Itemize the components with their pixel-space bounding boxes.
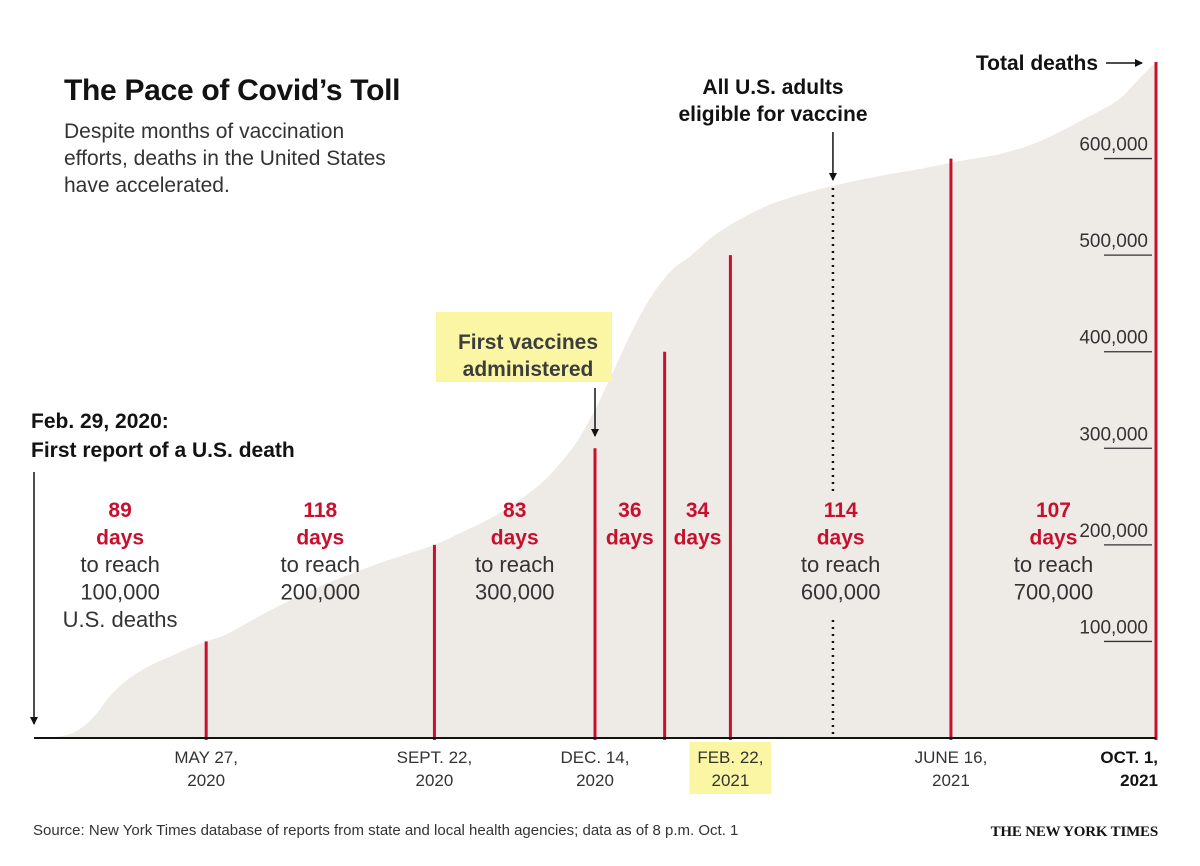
interval-desc-label: 100,000	[80, 580, 160, 605]
x-tick-label: FEB. 22,	[697, 748, 763, 767]
x-tick-label: 2020	[416, 771, 454, 790]
y-tick-label: 200,000	[1079, 521, 1148, 542]
interval-days-label: days	[491, 527, 539, 550]
y-tick-label: 400,000	[1079, 328, 1148, 349]
first-death-annotation: First report of a U.S. death	[31, 439, 295, 462]
y-tick-label: 100,000	[1079, 617, 1148, 638]
x-tick-label: 2020	[576, 771, 614, 790]
x-tick-label: 2021	[932, 771, 970, 790]
date-highlight	[689, 742, 772, 794]
x-tick-label: 2021	[711, 771, 749, 790]
first-vaccines-highlight	[436, 312, 612, 382]
adults-eligible-annotation: eligible for vaccine	[678, 103, 867, 126]
x-tick-label: SEPT. 22,	[397, 748, 473, 767]
interval-desc-label: to reach	[475, 552, 555, 577]
interval-days-label: 107	[1036, 499, 1071, 522]
x-tick-label: 2021	[1120, 771, 1158, 790]
interval-desc-label: U.S. deaths	[63, 607, 178, 632]
x-tick-label: DEC. 14,	[561, 748, 630, 767]
x-tick-label: MAY 27,	[174, 748, 238, 767]
interval-desc-label: to reach	[801, 552, 881, 577]
deaths-area	[34, 62, 1156, 738]
chart-title: The Pace of Covid’s Toll	[64, 74, 401, 107]
interval-desc-label: to reach	[1014, 552, 1094, 577]
first-death-annotation: Feb. 29, 2020:	[31, 410, 169, 433]
publisher-logo: THE NEW YORK TIMES	[990, 824, 1159, 840]
chart-subtitle: Despite months of vaccination efforts, d…	[64, 120, 386, 197]
interval-days-label: 118	[303, 499, 337, 522]
adults-eligible-annotation: All U.S. adults	[702, 76, 843, 99]
first-vaccines-annotation: First vaccines	[458, 331, 598, 354]
interval-desc-label: to reach	[80, 552, 160, 577]
x-tick-label: OCT. 1,	[1100, 748, 1158, 767]
y-tick-label: 300,000	[1079, 424, 1148, 445]
interval-days-label: 89	[108, 499, 131, 522]
interval-days-label: 36	[618, 499, 641, 522]
interval-desc-label: 200,000	[281, 580, 361, 605]
interval-days-label: 83	[503, 499, 526, 522]
interval-days-label: 114	[824, 499, 858, 522]
source-note: Source: New York Times database of repor…	[33, 822, 739, 839]
interval-days-label: 34	[686, 499, 710, 522]
interval-days-label: days	[296, 527, 344, 550]
interval-days-label: days	[606, 527, 654, 550]
y-tick-label: 600,000	[1079, 135, 1148, 156]
interval-days-label: days	[674, 527, 722, 550]
x-tick-label: 2020	[187, 771, 225, 790]
interval-desc-label: 300,000	[475, 580, 555, 605]
interval-desc-label: 700,000	[1014, 580, 1094, 605]
interval-days-label: days	[817, 527, 865, 550]
total-deaths-annotation: Total deaths	[976, 52, 1098, 75]
interval-desc-label: to reach	[281, 552, 361, 577]
interval-desc-label: 600,000	[801, 580, 881, 605]
interval-days-label: days	[96, 527, 144, 550]
interval-days-label: days	[1030, 527, 1078, 550]
y-tick-label: 500,000	[1079, 231, 1148, 252]
x-tick-label: JUNE 16,	[915, 748, 988, 767]
first-vaccines-annotation: administered	[463, 358, 594, 381]
